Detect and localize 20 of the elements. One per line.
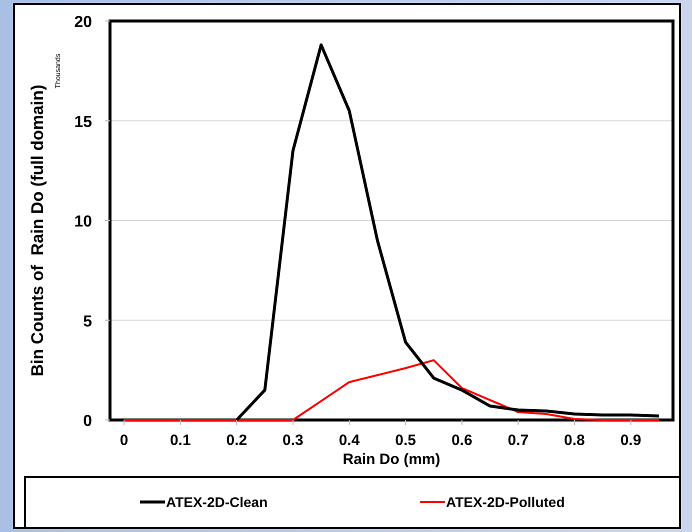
x-tick-label: 0.2 xyxy=(226,432,248,449)
legend-label: ATEX-2D-Polluted xyxy=(446,494,565,510)
x-tick-label: 0.6 xyxy=(451,432,472,449)
y-tick-label: 20 xyxy=(74,14,92,31)
x-tick-label: 0 xyxy=(120,432,128,449)
x-tick-label: 0.1 xyxy=(170,432,191,449)
y-axis-title: Bin Counts of Rain Do (full domain) xyxy=(28,84,47,376)
x-tick-label: 0.7 xyxy=(508,432,529,449)
y-tick-label: 10 xyxy=(74,214,92,230)
line-series xyxy=(123,359,660,421)
y-tick-label: 0 xyxy=(83,413,92,430)
legend-label: ATEX-2D-Clean xyxy=(166,494,268,510)
y-tick-label: 15 xyxy=(74,114,92,131)
x-tick-label: 0.4 xyxy=(338,432,360,449)
x-tick-label: 0.9 xyxy=(620,432,642,449)
x-tick-label: 0.5 xyxy=(395,432,416,449)
x-tick-label: 0.3 xyxy=(282,432,304,449)
y-tick-label: 5 xyxy=(83,313,92,330)
x-axis-title: Rain Do (mm) xyxy=(342,451,440,468)
x-tick-label: 0.8 xyxy=(564,432,585,449)
